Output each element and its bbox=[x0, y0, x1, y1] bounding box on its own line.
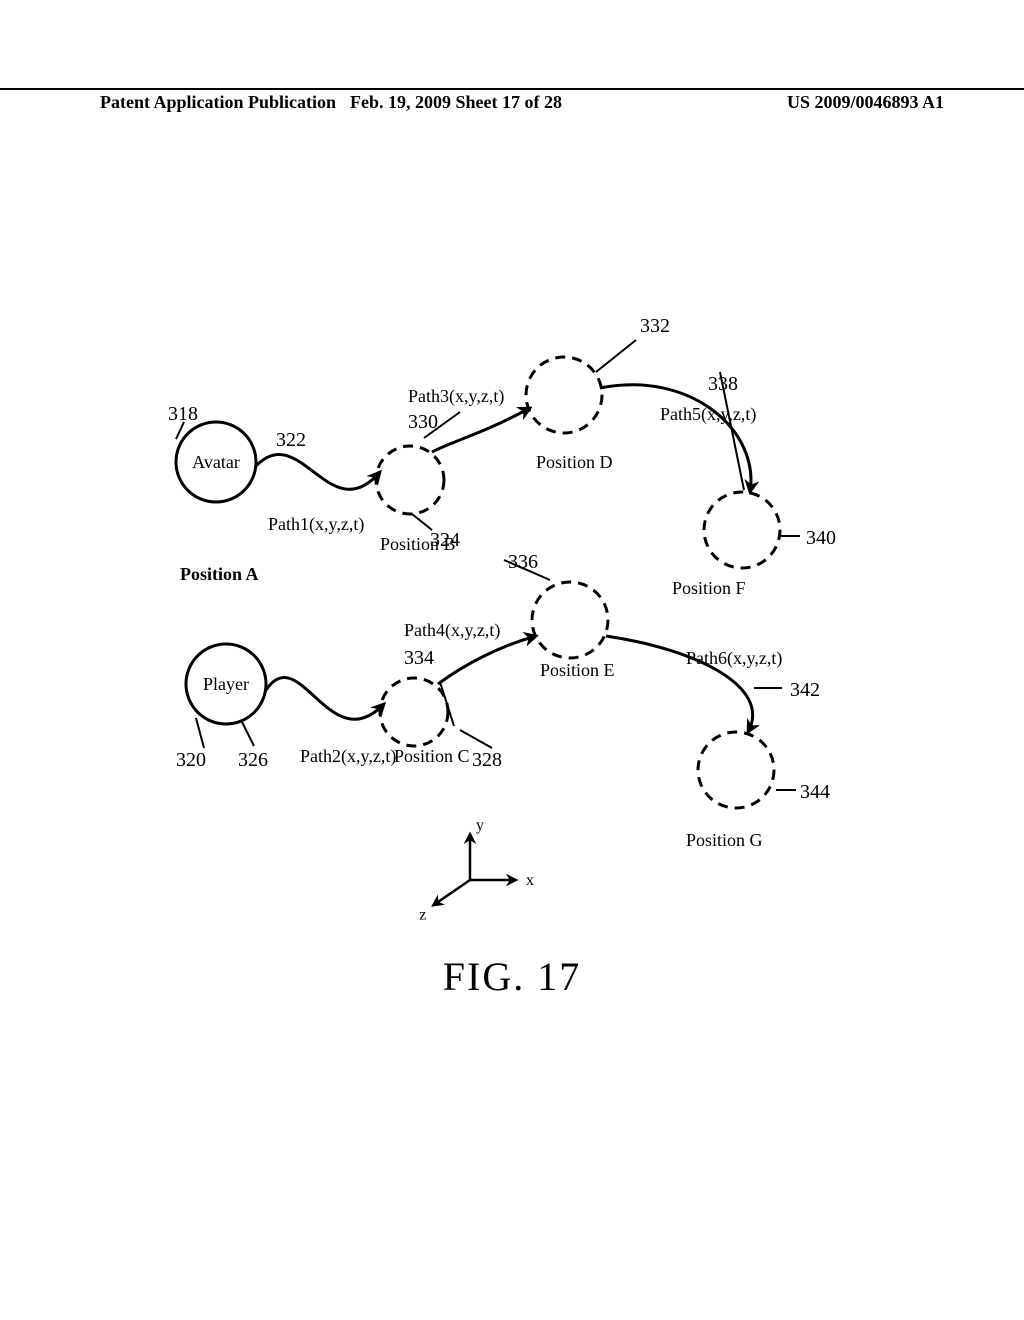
motion-path bbox=[432, 408, 530, 452]
node-dashed-E bbox=[532, 582, 608, 658]
diagram-label: Position E bbox=[540, 660, 615, 680]
diagram-label: Position F bbox=[672, 578, 746, 598]
diagram-label: 338 bbox=[708, 373, 738, 395]
motion-path bbox=[600, 385, 751, 492]
diagram-label: 320 bbox=[176, 749, 206, 771]
axis-label: x bbox=[526, 872, 534, 889]
diagram-label: 344 bbox=[800, 781, 830, 803]
figure-caption: FIG. 17 bbox=[443, 954, 581, 999]
node-label: Avatar bbox=[192, 452, 240, 472]
motion-path bbox=[256, 454, 380, 489]
diagram-label: Path6(x,y,z,t) bbox=[686, 648, 782, 669]
node-dashed-B bbox=[376, 446, 444, 514]
diagram-label: 332 bbox=[640, 315, 670, 337]
page: Patent Application Publication Feb. 19, … bbox=[0, 0, 1024, 1320]
diagram-label: Path5(x,y,z,t) bbox=[660, 404, 756, 425]
diagram-label: Path2(x,y,z,t) bbox=[300, 746, 396, 767]
diagram-label: 318 bbox=[168, 403, 198, 425]
diagram-label: 342 bbox=[790, 679, 820, 701]
leader-line bbox=[196, 718, 204, 748]
diagram-label: Path1(x,y,z,t) bbox=[268, 514, 364, 535]
axis-label: z bbox=[419, 906, 426, 923]
diagram-label: Position G bbox=[686, 830, 763, 850]
node-dashed-F bbox=[704, 492, 780, 568]
diagram-label: Position B bbox=[380, 534, 456, 554]
node-dashed-G bbox=[698, 732, 774, 808]
motion-path bbox=[438, 636, 536, 684]
diagram-label: 322 bbox=[276, 429, 306, 451]
diagram-label: Position A bbox=[180, 564, 259, 584]
diagram-label: Path3(x,y,z,t) bbox=[408, 386, 504, 407]
diagram-label: Position C bbox=[394, 746, 470, 766]
leader-line bbox=[596, 340, 636, 372]
diagram-label: Path4(x,y,z,t) bbox=[404, 620, 500, 641]
diagram-label: 340 bbox=[806, 527, 836, 549]
node-dashed-D bbox=[526, 357, 602, 433]
axis-label: y bbox=[476, 817, 484, 834]
diagram-label: Position D bbox=[536, 452, 613, 472]
diagram-label: 334 bbox=[404, 647, 434, 669]
diagram-label: 330 bbox=[408, 411, 438, 433]
node-label: Player bbox=[203, 674, 249, 694]
motion-path bbox=[266, 678, 384, 720]
axis-z bbox=[433, 880, 470, 905]
figure-svg: Avatar Player 318 322 Path1(x,y,z,t) Position… bbox=[0, 0, 1024, 1320]
diagram-label: 336 bbox=[508, 551, 538, 573]
diagram-label: 326 bbox=[238, 749, 268, 771]
diagram-label: 328 bbox=[472, 749, 502, 771]
node-dashed-C bbox=[380, 678, 448, 746]
leader-line bbox=[412, 514, 432, 530]
